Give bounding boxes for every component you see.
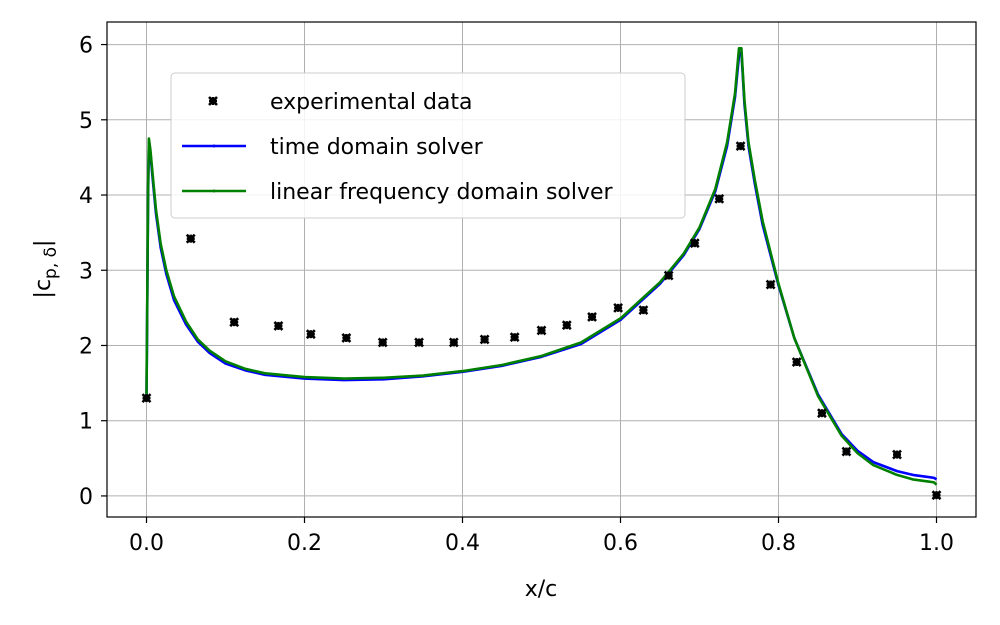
data-point — [229, 317, 240, 328]
data-point — [448, 337, 459, 348]
x-tick-label: 0.2 — [287, 531, 322, 556]
data-point — [141, 393, 152, 404]
legend-box — [170, 72, 686, 219]
y-tick-label: 2 — [79, 334, 93, 359]
x-axis-label: x/c — [525, 577, 558, 602]
data-point — [587, 311, 597, 322]
data-point — [536, 325, 547, 336]
y-tick-label: 0 — [79, 485, 93, 510]
data-point — [561, 320, 572, 331]
plot-frame — [106, 21, 977, 518]
data-point — [689, 238, 700, 249]
data-point — [509, 332, 520, 343]
y-axis-label: |cp, δ| — [31, 240, 61, 299]
x-tick-label: 1.0 — [919, 531, 954, 556]
series-line-linear-frequency-domain-solver — [145, 46, 938, 486]
y-tick-label: 6 — [79, 34, 93, 59]
data-point — [663, 270, 674, 281]
legend-label: linear frequency domain solver — [270, 180, 614, 205]
data-point — [841, 446, 852, 457]
data-point — [377, 337, 388, 348]
y-tick-label: 5 — [79, 109, 93, 134]
data-point — [791, 357, 802, 367]
x-tick-label: 0.8 — [761, 531, 796, 556]
legend-entry: experimental data — [208, 90, 473, 115]
data-point — [892, 449, 902, 460]
legend-label: experimental data — [270, 90, 473, 115]
data-point — [817, 408, 827, 419]
legend: experimental data time domain solver linea… — [170, 72, 686, 219]
x-tick-label: 0.6 — [603, 531, 638, 556]
data-point — [273, 321, 284, 331]
y-tick-label: 1 — [79, 410, 93, 435]
data-point — [305, 329, 316, 340]
legend-entry: linear frequency domain solver — [182, 180, 614, 205]
data-point — [479, 334, 490, 345]
data-point — [714, 193, 725, 204]
x-tick-label: 0.0 — [129, 531, 164, 556]
x-tick-label: 0.4 — [445, 531, 480, 556]
axis-ticks: 0.0 0.2 0.4 0.6 0.8 1.0 0 1 2 3 4 5 6 — [79, 34, 954, 556]
plot-area — [141, 46, 942, 501]
data-point — [414, 337, 424, 348]
legend-entry: time domain solver — [182, 135, 484, 160]
data-point — [341, 333, 352, 343]
data-point — [765, 279, 776, 290]
data-point — [735, 141, 746, 152]
data-point — [185, 233, 196, 244]
y-tick-label: 4 — [79, 184, 93, 209]
y-tick-label: 3 — [79, 259, 93, 284]
legend-marker — [208, 96, 218, 106]
data-point — [613, 302, 624, 313]
data-point — [931, 490, 942, 501]
data-point — [638, 305, 649, 316]
legend-label: time domain solver — [270, 135, 484, 160]
